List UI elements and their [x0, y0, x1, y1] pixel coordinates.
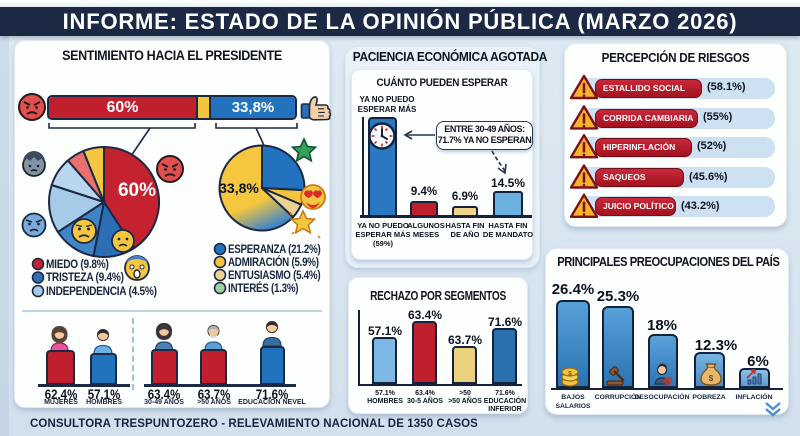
- svg-text:$: $: [568, 371, 572, 378]
- svg-text:33,8%: 33,8%: [219, 180, 259, 196]
- svg-text:60%: 60%: [118, 180, 156, 201]
- svg-text:$: $: [709, 374, 714, 383]
